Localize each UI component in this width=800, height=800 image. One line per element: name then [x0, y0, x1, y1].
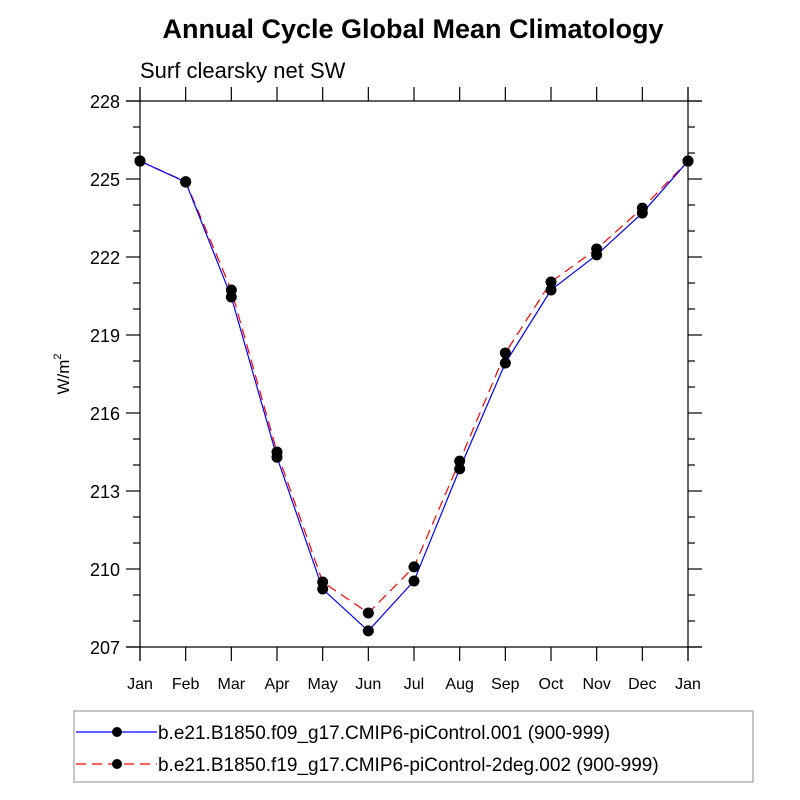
data-point-series-1 — [682, 155, 694, 167]
data-point-series-1 — [454, 455, 466, 467]
data-point-series-1 — [180, 176, 192, 188]
data-point-series-1 — [636, 202, 648, 214]
data-point-series-1 — [362, 607, 374, 619]
data-point-series-1 — [225, 284, 237, 296]
y-axis-label-superscript: 2 — [52, 353, 64, 359]
y-tick-label: 216 — [90, 404, 120, 424]
chart-subtitle: Surf clearsky net SW — [140, 58, 346, 83]
legend-label-1: b.e21.B1850.f19_g17.CMIP6-piControl-2deg… — [158, 755, 659, 776]
x-tick-label: Jul — [404, 676, 424, 693]
x-tick-label: Aug — [445, 676, 473, 693]
data-point-series-1 — [271, 446, 283, 458]
data-point-series-1 — [317, 576, 329, 588]
x-tick-label: Jan — [675, 676, 701, 693]
x-tick-label: Jan — [127, 676, 153, 693]
x-tick-labels: Jan Feb Mar Apr May Jun Jul Aug Sep Oct Nov Dec Jan — [127, 676, 701, 693]
x-tick-label: Oct — [539, 676, 564, 693]
series-line-1 — [139, 160, 689, 614]
data-point-series-0 — [499, 357, 511, 369]
y-tick-label: 228 — [90, 92, 120, 112]
legend: b.e21.B1850.f09_g17.CMIP6-piControl.001 … — [73, 710, 754, 783]
data-point-series-0 — [408, 575, 420, 587]
data-point-series-1 — [499, 347, 511, 359]
x-tick-label: Mar — [218, 676, 246, 693]
legend-box — [73, 710, 754, 783]
series-line-0 — [139, 160, 689, 632]
x-tick-label: Nov — [582, 676, 610, 693]
series-group — [134, 155, 694, 637]
data-point-series-0 — [362, 625, 374, 637]
y-tick-label: 219 — [90, 326, 120, 346]
legend-marker-0 — [112, 727, 122, 737]
legend-marker-1 — [112, 759, 122, 769]
x-tick-label: Sep — [491, 676, 520, 693]
data-point-series-1 — [408, 561, 420, 573]
y-tick-label: 222 — [90, 248, 120, 268]
data-point-series-0 — [545, 284, 557, 296]
legend-item-0: b.e21.B1850.f09_g17.CMIP6-piControl.001 … — [76, 723, 610, 744]
x-tick-label: Feb — [172, 676, 200, 693]
data-point-series-1 — [545, 276, 557, 288]
data-point-series-0 — [454, 463, 466, 475]
x-tick-label: Jun — [355, 676, 381, 693]
y-tick-label: 213 — [90, 482, 120, 502]
legend-item-1: b.e21.B1850.f19_g17.CMIP6-piControl-2deg… — [76, 755, 659, 776]
legend-label-0: b.e21.B1850.f09_g17.CMIP6-piControl.001 … — [158, 723, 610, 744]
data-point-series-1 — [591, 243, 603, 255]
y-tick-label: 207 — [90, 638, 120, 658]
x-tick-label: Apr — [265, 676, 291, 693]
y-tick-label: 210 — [90, 560, 120, 580]
data-point-series-1 — [134, 155, 146, 167]
axes — [126, 87, 702, 661]
chart-title: Annual Cycle Global Mean Climatology — [162, 14, 663, 44]
x-tick-label: May — [308, 676, 338, 693]
x-tick-label: Dec — [628, 676, 656, 693]
y-axis-label-unit: W/m — [54, 360, 73, 395]
y-tick-labels: 207 210 213 216 219 222 225 228 — [90, 92, 120, 658]
y-tick-label: 225 — [90, 170, 120, 190]
y-axis-label: W/m2 — [52, 353, 73, 394]
